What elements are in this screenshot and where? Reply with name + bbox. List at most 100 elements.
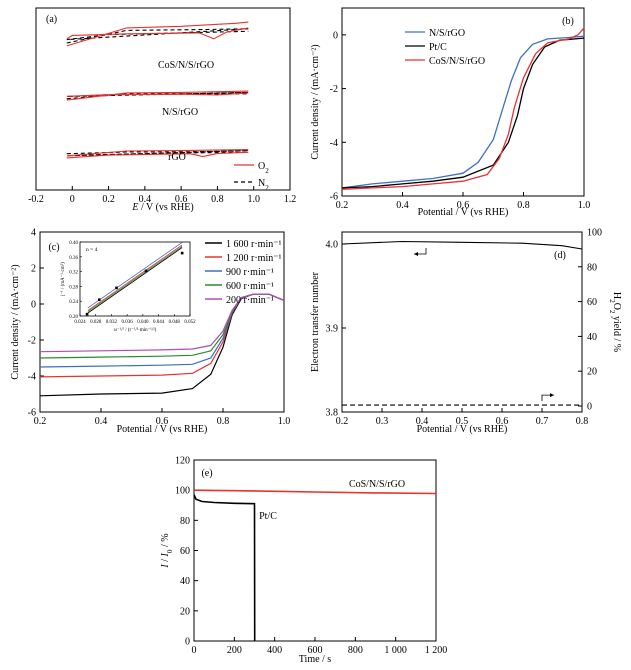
panel-c-legend-label: 200 r·min⁻¹	[226, 295, 274, 306]
panel-e-y-tick-label: 120	[175, 456, 190, 467]
panel-a-x-tick-label: 0.8	[211, 194, 224, 205]
panel-e-x-tick-label: 800	[348, 645, 363, 656]
panel-c-series-line	[39, 293, 285, 353]
panel-d-yleft-tick-label: 4.0	[326, 240, 339, 251]
panel-e-ylabel-part: /	[160, 556, 171, 564]
panel-d-right-axis-arrowhead	[550, 393, 554, 398]
panel-b-legend-label: Pt/C	[429, 42, 447, 53]
panel-d-x-tick-label: 0.2	[336, 416, 349, 427]
panel-e-y-tick-label: 20	[180, 606, 190, 617]
panel-c-legend-label: 900 r·min⁻¹	[226, 267, 274, 278]
panel-c: 0.2 0.4 0.6 0.8 1.0 4 2 0 -2 -4 -6 (c) 1 600 r·min⁻¹…	[10, 228, 290, 436]
panel-c-y-tick-label: 4	[31, 228, 36, 239]
panel-e-x-tick-label: 0	[192, 645, 197, 656]
panel-a-o2-curve	[66, 92, 249, 97]
panel-a-o2-curve	[66, 149, 249, 157]
panel-a-legend-entry-part: 2	[265, 184, 269, 192]
panel-d-x-tick-label: 0.3	[376, 416, 389, 427]
panel-e-series-label: Pt/C	[259, 511, 277, 522]
panel-c-y-tick-label: 2	[31, 264, 36, 275]
panel-e-y-tick-label: 100	[175, 486, 190, 497]
panel-c-inset-fit-line	[87, 246, 183, 312]
panel-b-y-tick-label: -4	[330, 138, 338, 149]
panel-c-inset-marker	[85, 312, 89, 316]
panel-b-x-tick-label: 0.2	[336, 200, 349, 211]
panel-a-curve-label: CoS/N/S/rGO	[158, 60, 214, 71]
panel-e: 0 200 400 600 800 1 000 1 200120100806040200(e…	[160, 456, 447, 666]
panel-c-inset-annotation: n = 4	[86, 247, 98, 253]
panel-d-yleft-tick-label: 3.8	[326, 408, 339, 419]
panel-c-inset-y-tick-label: 0.20	[69, 315, 78, 320]
panel-d-yright-tick-label: 80	[587, 262, 597, 273]
panel-c-x-tick-label: 0.8	[217, 416, 230, 427]
panel-b-x-tick-label: 0.6	[457, 200, 470, 211]
panel-c-inset-y-tick-label: 0.28	[69, 285, 78, 290]
panel-c-y-tick-label: -2	[28, 336, 36, 347]
panel-d-electron-number-line	[341, 240, 583, 250]
panel-a-o2-curve	[66, 90, 249, 101]
panel-a-x-tick-label: 0.6	[175, 194, 188, 205]
panel-c-inset-marker	[144, 269, 148, 273]
panel-d-ylabel-right-part: H	[611, 292, 622, 299]
panel-d-x-tick-label: 0.4	[416, 416, 429, 427]
panel-a-curve-label: N/S/rGO	[162, 107, 198, 118]
panel-e-x-tick-label: 400	[267, 645, 282, 656]
panel-d-yright-tick-label: 40	[587, 332, 597, 343]
panel-e-y-tick-label: 40	[180, 576, 190, 587]
panel-d-x-tick-label: 0.5	[456, 416, 469, 427]
panel-a-xlabel-part: / V (vs RHE)	[138, 202, 193, 213]
panel-a-xlabel-part: E	[131, 202, 138, 213]
panel-c-inset-fit-line	[87, 244, 183, 311]
panel-e-label: (e)	[201, 468, 212, 479]
panel-d-ylabel-right-part: O	[611, 303, 622, 310]
panel-c-inset-marker	[115, 286, 118, 290]
panel-e-series-label: CoS/N/S/rGO	[349, 479, 405, 490]
panel-d-ylabel-right-part: yield / %	[611, 314, 622, 353]
panel-c-inset-ylabel: j⁻¹ / (mA⁻¹·cm²)	[60, 262, 66, 297]
panel-e-x-tick-label: 1 200	[425, 645, 448, 656]
panel-d-x-tick-label: 0.8	[576, 416, 589, 427]
panel-d-x-tick-label: 0.6	[496, 416, 509, 427]
panel-d-yright-tick-label: 100	[587, 228, 602, 239]
panel-a-o2-curve	[66, 151, 249, 159]
panel-b-label: (b)	[562, 16, 574, 27]
panel-d-ylabel-right: H2O2 yield / %	[608, 292, 622, 352]
panel-c-inset-x-tick-label: 0.044	[153, 320, 165, 325]
panel-c-x-tick-label: 1.0	[278, 416, 291, 427]
panel-c-ylabel: Current density / (mA·cm⁻²)	[10, 264, 21, 379]
panel-e-series-line	[193, 489, 437, 495]
panel-c-inset-y-tick-label: 0.24	[69, 300, 78, 305]
panel-b-x-tick-label: 1.0	[578, 200, 591, 211]
panel-c-legend-label: 600 r·min⁻¹	[226, 281, 274, 292]
panel-d-ylabel-left: Electron transfer number	[310, 271, 321, 372]
panel-d-frame	[341, 231, 583, 413]
panel-a-x-tick-label: 1.2	[284, 194, 297, 205]
panel-d: 0.2 0.3 0.4 0.5 0.6 0.7 0.8 4.0 3.9 3.8 100 80 60 40 2…	[310, 228, 622, 436]
panel-c-x-tick-label: 0.6	[156, 416, 169, 427]
panel-c-inset-x-tick-label: 0.028	[90, 320, 102, 325]
panel-c-inset-x-tick-label: 0.036	[122, 320, 134, 325]
panel-d-yleft-tick-label: 3.9	[326, 324, 339, 335]
panel-c-inset-xlabel: ω⁻¹/² / (r⁻¹/²·min⁻¹/²)	[114, 327, 157, 333]
panel-a-curve-label: rGO	[168, 152, 186, 163]
panel-e-x-tick-label: 1 000	[384, 645, 407, 656]
panel-d-yright-tick-label: 60	[587, 297, 597, 308]
panel-a-legend-entry-part: O	[258, 161, 265, 172]
panel-c-inset-x-tick-label: 0.040	[137, 320, 149, 325]
panel-e-ylabel-part: 0	[166, 549, 174, 553]
panel-c-inset-x-tick-label: 0.024	[74, 320, 86, 325]
panel-d-ylabel-right-part: 2	[608, 310, 616, 314]
panel-c-y-tick-label: -4	[28, 372, 36, 383]
panel-e-ylabel-part: I	[160, 564, 171, 569]
panel-c-y-tick-label: 0	[31, 300, 36, 311]
panel-e-y-tick-label: 80	[180, 516, 190, 527]
panel-d-x-tick-label: 0.7	[536, 416, 549, 427]
panel-b-legend-label: CoS/N/S/rGO	[429, 56, 485, 67]
panel-b-x-tick-label: 0.8	[517, 200, 530, 211]
panel-a-x-tick-label: 0	[70, 194, 75, 205]
panel-d-yright-tick-label: 20	[587, 367, 597, 378]
panel-c-inset-y-tick-label: 0.40	[69, 241, 78, 246]
panel-d-xlabel: Potential / V (vs RHE)	[417, 424, 508, 435]
panel-c-inset-x-tick-label: 0.032	[106, 320, 118, 325]
